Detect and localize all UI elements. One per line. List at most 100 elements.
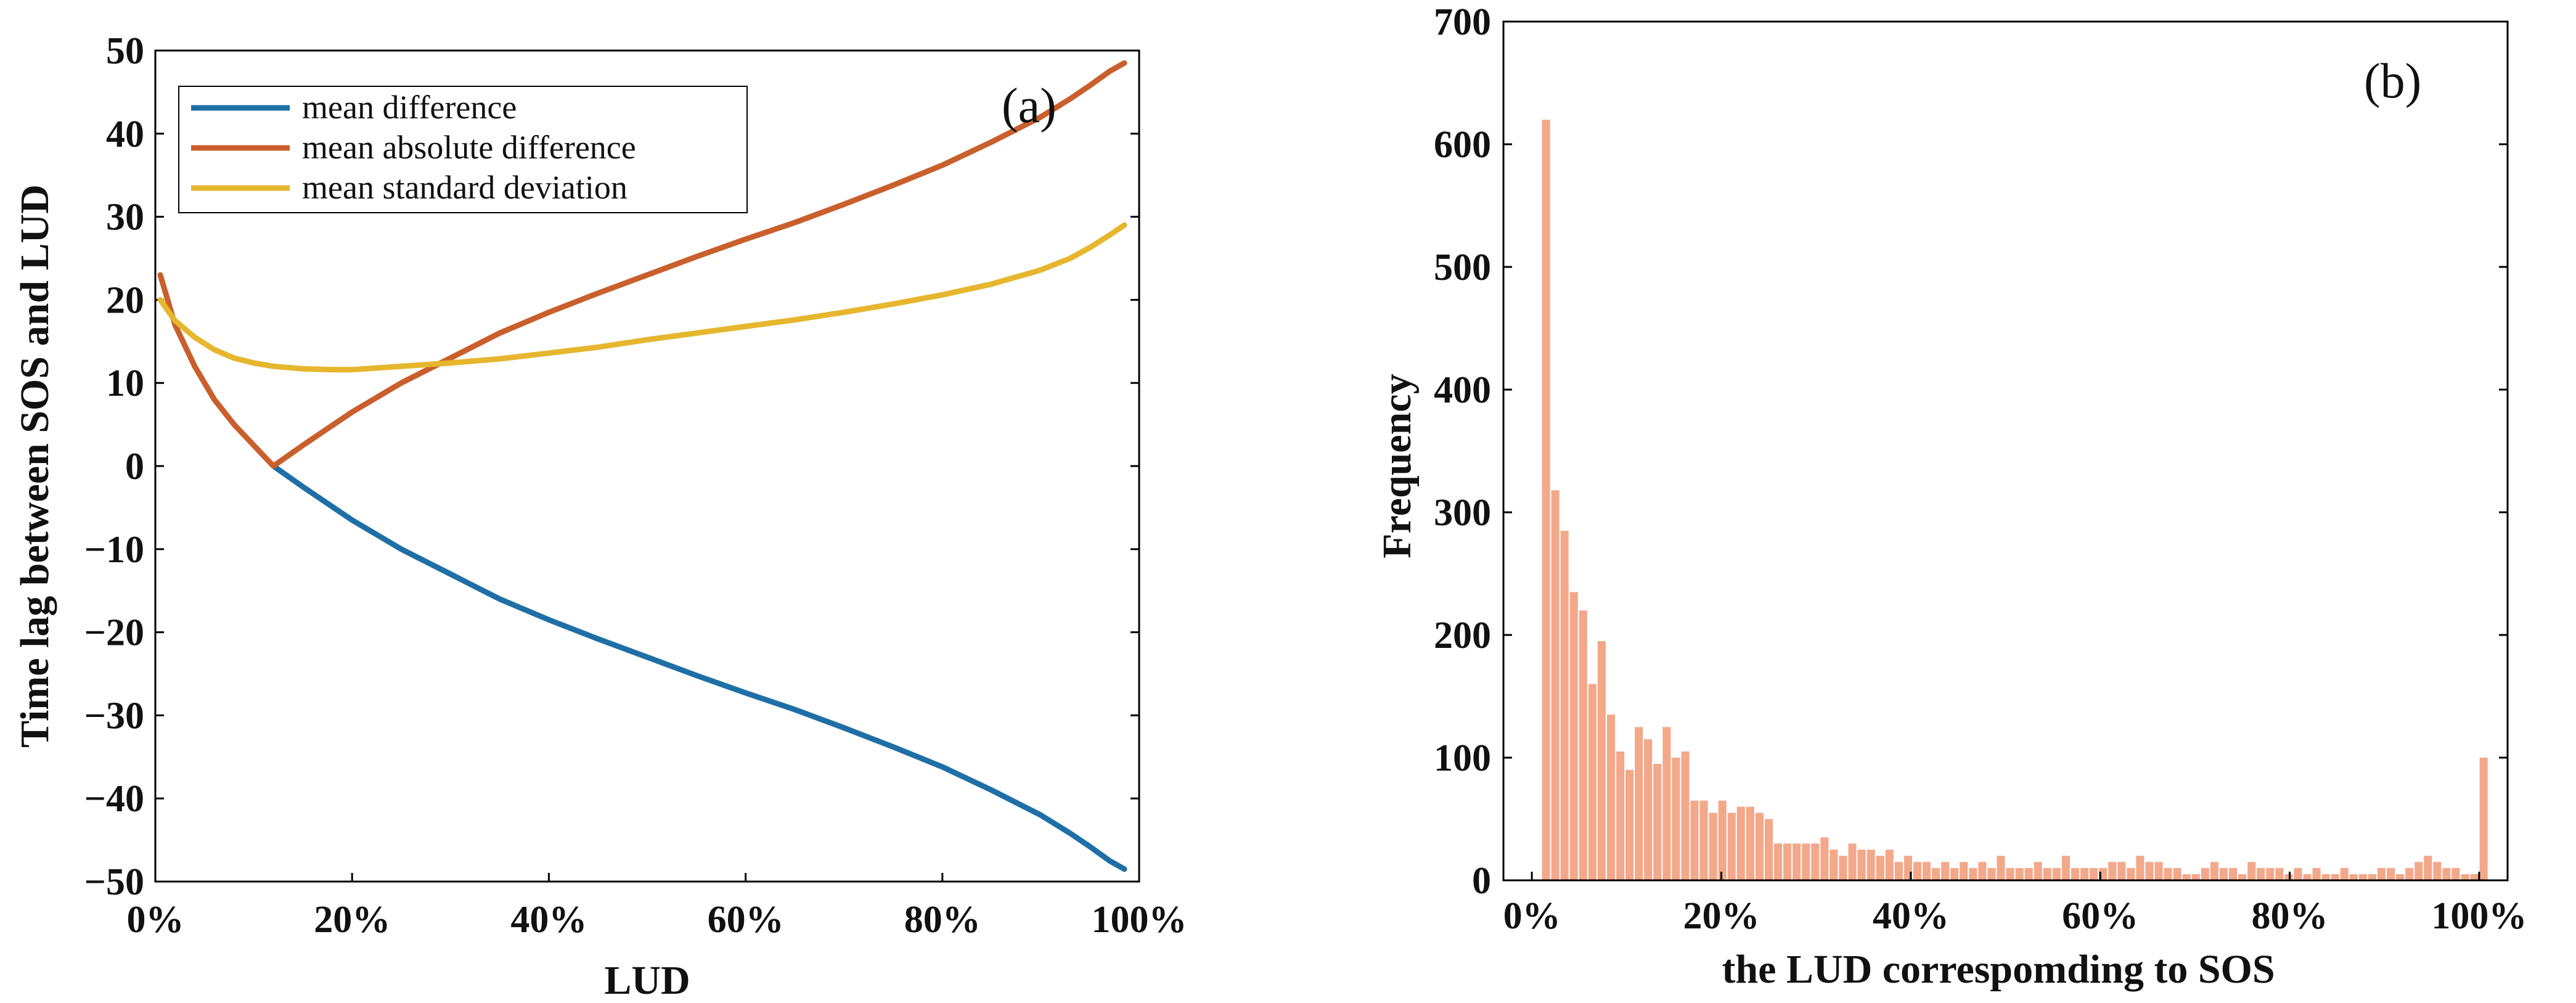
histogram-bar (1848, 843, 1857, 880)
histogram-bar (1885, 849, 1894, 881)
histogram-bar (2461, 874, 2469, 880)
histogram-bar (1774, 843, 1783, 880)
y-tick-label: 50 (106, 30, 144, 72)
legend-label-mean-difference: mean difference (302, 89, 517, 126)
panel-b-label: (b) (2364, 54, 2421, 108)
panel-b-histogram: 0 100 200 300 400 500 600 700 0% 20% 40% 60% 80% 100… (1375, 1, 2527, 992)
histogram-bar (2061, 856, 2070, 880)
histogram-bar (2349, 874, 2358, 880)
histogram-bar (2266, 868, 2275, 880)
histogram-bar (2275, 868, 2284, 880)
histogram-bar (1913, 862, 1921, 880)
x-tick-label: 60% (2062, 895, 2138, 937)
x-tick-label: 20% (1683, 895, 1759, 937)
histogram-bar (2340, 868, 2349, 880)
histogram-bar (1811, 843, 1820, 880)
panel-a-y-ticks: 50 40 30 20 10 0 −10 −20 −30 −40 −50 (84, 30, 1139, 903)
y-tick-label: 400 (1434, 369, 1491, 411)
histogram-bar (2303, 874, 2312, 880)
histogram-bar (1606, 714, 1615, 880)
histogram-bar (1941, 862, 1950, 880)
panel-b-x-ticks: 0% 20% 40% 60% 80% 100% (1503, 872, 2527, 937)
panel-a-label: (a) (1002, 79, 1057, 133)
series-line-mean-absolute-difference (157, 60, 1127, 469)
histogram-bar (2164, 868, 2172, 880)
histogram-bar (1802, 843, 1810, 880)
x-tick-label: 20% (314, 899, 390, 941)
histogram-bar (2451, 868, 2460, 880)
series-line-mean-difference (271, 463, 1127, 872)
histogram-bar (1597, 641, 1606, 880)
histogram-bar (2368, 874, 2376, 880)
y-tick-label: 200 (1434, 615, 1491, 657)
histogram-bar (1997, 856, 2005, 880)
histogram-bar (2071, 868, 2079, 880)
histogram-bar (1950, 868, 1959, 880)
histogram-bar (2052, 868, 2061, 880)
x-tick-label: 80% (904, 899, 981, 941)
legend: mean difference mean absolute difference… (178, 86, 748, 213)
histogram-bar (2396, 874, 2405, 880)
histogram-bar (2377, 868, 2386, 880)
x-tick-label: 100% (1092, 899, 1187, 941)
histogram-bar (1746, 806, 1754, 880)
histogram-bar (1839, 856, 1847, 880)
histogram-bar (1569, 592, 1578, 880)
panel-b-y-axis-label: Frequency (1375, 374, 1420, 558)
panel-a-x-axis-label: LUD (604, 958, 690, 1003)
histogram-bar (1727, 813, 1736, 880)
histogram-bar (1867, 849, 1875, 881)
x-tick-label: 100% (2431, 895, 2527, 937)
x-tick-label: 40% (510, 899, 587, 941)
y-tick-label: 20 (106, 279, 144, 321)
histogram-bar (2136, 856, 2145, 880)
histogram-bar (1923, 862, 1931, 880)
histogram-bar (2034, 862, 2042, 880)
x-tick-label: 0% (127, 899, 184, 941)
histogram-bar (1672, 758, 1680, 880)
histogram-bar (2006, 868, 2014, 880)
histogram-bar (2108, 862, 2117, 880)
y-tick-label: 500 (1434, 247, 1491, 289)
histogram-bar (1616, 751, 1625, 880)
histogram-bar (2405, 868, 2414, 880)
histogram-bar (2024, 868, 2033, 880)
histogram-bar (1681, 751, 1690, 880)
y-tick-label: −20 (84, 612, 144, 654)
histogram-bar (1764, 819, 1773, 880)
histogram-bar (1644, 739, 1653, 880)
histogram-bar (1960, 862, 1968, 880)
y-tick-label: −50 (84, 861, 144, 903)
panel-b-bars (1542, 120, 2488, 881)
histogram-bar (2090, 868, 2098, 880)
panel-a-x-ticks: 0% 20% 40% 60% 80% 100% (127, 873, 1187, 941)
histogram-bar (1820, 837, 1829, 880)
panel-b-x-axis-label: the LUD correspomding to SOS (1722, 947, 2275, 992)
histogram-bar (1635, 727, 1643, 881)
histogram-bar (2043, 868, 2051, 880)
histogram-bar (2479, 758, 2488, 880)
y-tick-label: 10 (106, 362, 144, 404)
panel-a-line-chart: 50 40 30 20 10 0 −10 −20 −30 −40 −50 0% 20% 40% 60% 80… (12, 30, 1187, 1003)
histogram-bar (1894, 862, 1903, 880)
histogram-bar (2015, 868, 2024, 880)
histogram-bar (2238, 874, 2247, 880)
histogram-bar (2182, 874, 2191, 880)
histogram-bar (1579, 610, 1587, 880)
histogram-bar (1876, 856, 1884, 880)
histogram-bar (2173, 868, 2181, 880)
y-tick-label: 40 (106, 113, 144, 155)
histogram-bar (2284, 874, 2293, 880)
histogram-bar (1662, 727, 1671, 881)
histogram-bar (2201, 868, 2209, 880)
histogram-bar (2117, 862, 2126, 880)
histogram-bar (1699, 800, 1708, 880)
histogram-bar (1978, 862, 1987, 880)
histogram-bar (1588, 684, 1597, 880)
series-line-mean-standard-deviation (157, 222, 1127, 373)
y-tick-label: 30 (106, 197, 144, 239)
histogram-bar (1830, 849, 1838, 881)
y-tick-label: 0 (1472, 860, 1491, 902)
histogram-bar (1718, 800, 1727, 880)
histogram-bar (2433, 862, 2442, 880)
